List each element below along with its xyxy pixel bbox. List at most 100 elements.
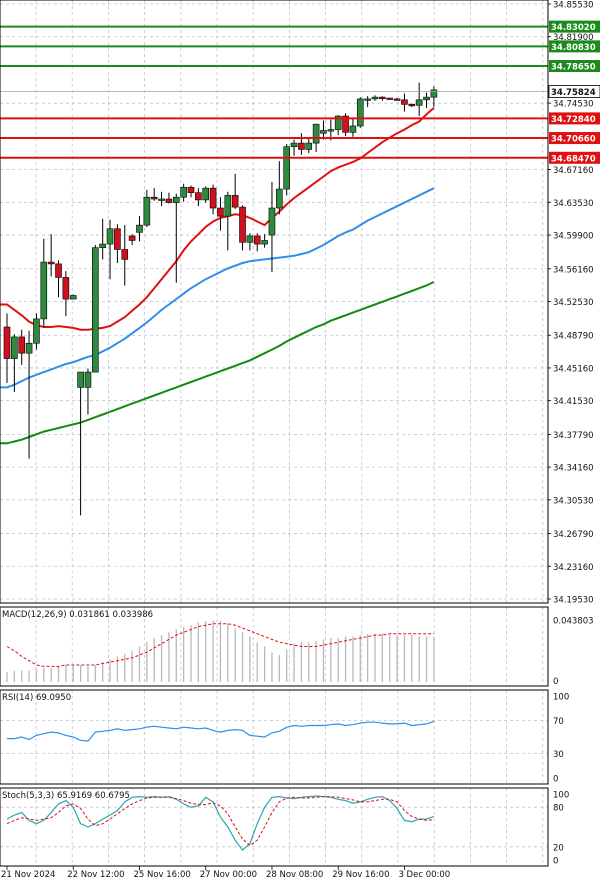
candle-body	[77, 371, 84, 388]
candle-body	[25, 342, 33, 354]
y-tick-label: 34.59900	[553, 232, 594, 242]
macd-label: MACD(12,26,9) 0.031861 0.033986	[2, 610, 153, 620]
y-tick-label: 34.56160	[553, 265, 594, 275]
y-tick-label: 34.26790	[553, 530, 594, 540]
candle-body	[298, 142, 305, 150]
y-tick-label: 34.19530	[553, 596, 594, 606]
x-tick-label: 27 Nov 00:00	[200, 870, 257, 880]
candle-body	[408, 104, 416, 107]
y-tick-label: 34.23160	[553, 563, 594, 573]
candle-body	[268, 207, 276, 236]
candle-body	[312, 123, 320, 144]
candle-body	[187, 186, 195, 193]
macd-panel: MACD(12,26,9) 0.031861 0.033986	[2, 610, 435, 682]
candle-body	[415, 99, 423, 106]
x-tick-label: 3 Dec 00:00	[398, 870, 450, 880]
candle-body	[18, 336, 26, 354]
candle-body	[55, 263, 62, 278]
candle-body	[62, 277, 70, 300]
support-level-tag	[549, 151, 600, 164]
panel-frame-macd	[0, 606, 549, 687]
candle-body	[180, 186, 187, 198]
candle-body	[84, 371, 92, 388]
x-tick-label: 25 Nov 16:00	[133, 870, 190, 880]
candle-body	[114, 228, 121, 250]
y-tick-label: 34.63530	[553, 199, 594, 209]
candle-body	[253, 235, 261, 245]
grid	[0, 0, 548, 866]
candle-body	[158, 198, 165, 201]
candle-body	[143, 196, 151, 226]
x-tick-label: 29 Nov 16:00	[332, 870, 389, 880]
candle-body	[379, 96, 386, 99]
support-level-tag	[549, 112, 600, 125]
rsi-y-tick-label: 0	[553, 775, 558, 785]
candle-body	[239, 206, 246, 243]
stoch-y-tick-label: 80	[553, 804, 564, 814]
y-tick-label: 34.81900	[553, 33, 594, 43]
resistance-level-label: 34.78650	[551, 63, 596, 73]
x-tick-label: 22 Nov 12:00	[67, 870, 124, 880]
price-levels: 34.83020 34.80830 34.78650 34.72840 34.70660…	[0, 20, 600, 164]
y-tick-label: 34.52530	[553, 298, 594, 308]
candle-body	[364, 98, 371, 101]
rsi-line	[7, 720, 435, 742]
candle-body	[33, 318, 40, 344]
candle-body	[136, 224, 143, 233]
candle-body	[423, 96, 430, 101]
y-tick-label: 34.34160	[553, 464, 594, 474]
current-price-label: 34.75824	[551, 88, 596, 98]
resistance-level-tag	[549, 60, 600, 73]
candle-body	[246, 235, 254, 243]
candle-body	[356, 98, 364, 127]
candle-body	[121, 249, 129, 260]
candle-body	[106, 228, 114, 245]
stoch-y-tick-label: 0	[553, 857, 558, 867]
candle-body	[305, 142, 313, 150]
candle-body	[334, 115, 342, 130]
candle-body	[276, 188, 283, 209]
candle-body	[393, 98, 401, 101]
candle-body	[290, 142, 298, 148]
support-level-label: 34.70660	[551, 135, 596, 145]
candle-body	[386, 97, 394, 100]
panel-frame-rsi	[0, 689, 549, 785]
stoch-y-tick-label: 100	[553, 791, 569, 801]
candle-body	[401, 99, 408, 105]
macd-signal-line	[6, 623, 434, 667]
candle-body	[224, 195, 232, 217]
ma-green-line	[0, 281, 435, 445]
y-tick-label: 34.85530	[553, 1, 594, 11]
candle-body	[172, 196, 180, 203]
stoch-d-line	[6, 796, 434, 847]
candle-body	[371, 96, 379, 100]
macd-y-tick-label: 0	[553, 677, 558, 687]
resistance-level-label: 34.80830	[551, 43, 596, 53]
candle-body	[11, 336, 18, 359]
candle-body	[261, 240, 268, 245]
candle-body	[342, 115, 349, 133]
x-tick-label: 21 Nov 2024	[1, 870, 55, 880]
stoch-label: Stoch(5,3,3) 65.9169 60.6795	[2, 791, 130, 801]
candles	[3, 82, 438, 516]
candle-body	[195, 192, 202, 201]
candle-body	[327, 129, 335, 132]
stoch-k-line	[6, 795, 435, 851]
candle-body	[320, 130, 327, 134]
current-price-tag	[548, 85, 600, 98]
candle-body	[128, 235, 136, 241]
y-tick-label: 34.67160	[553, 166, 594, 176]
frame	[0, 0, 549, 867]
candle-body	[217, 207, 224, 217]
stoch-panel: Stoch(5,3,3) 65.9169 60.6795	[0, 791, 548, 851]
candle-body	[47, 261, 55, 265]
panel-frame-stoch	[0, 787, 549, 867]
stoch-y-tick-label: 20	[553, 843, 564, 853]
y-tick-label: 34.45160	[553, 364, 594, 374]
candle-body	[283, 146, 290, 190]
candle-body	[3, 326, 11, 359]
macd-y-tick-label: 0.043803	[553, 616, 594, 626]
rsi-y-tick-label: 30	[553, 750, 564, 760]
